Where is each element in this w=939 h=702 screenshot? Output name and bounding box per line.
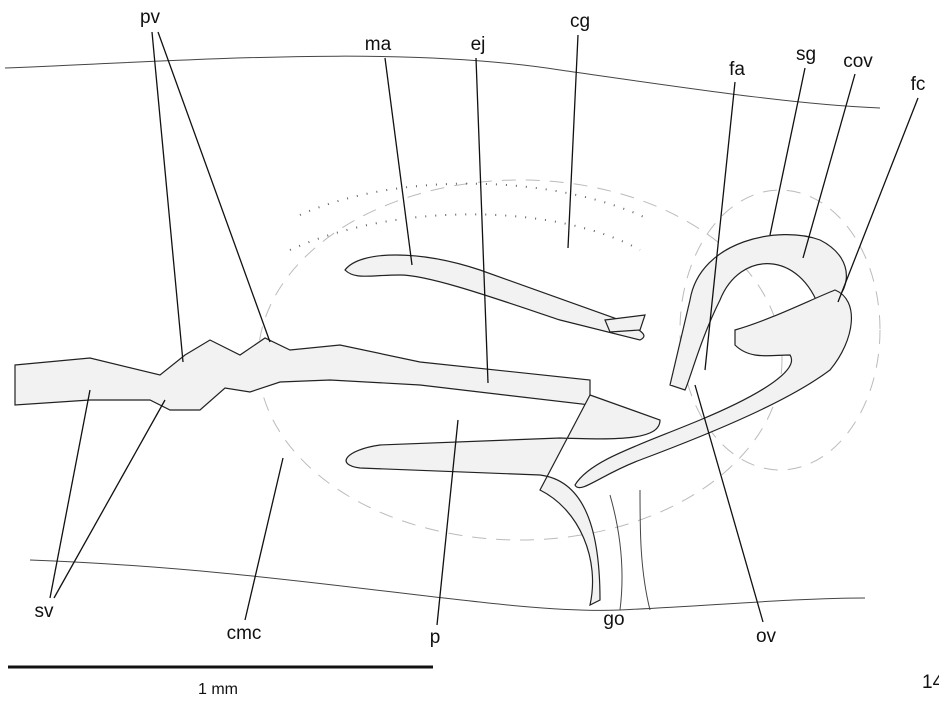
label: p (430, 627, 441, 648)
label: cg (570, 11, 590, 32)
label: ma (365, 34, 392, 55)
body-wall (5, 56, 880, 108)
scale-label: 1 mm (198, 681, 238, 698)
label: fc (911, 74, 926, 95)
gland-cells (290, 214, 640, 250)
label: ov (756, 626, 777, 647)
label: sg (796, 44, 816, 65)
seminal-vesicle (15, 338, 590, 410)
gonopore-canal (610, 495, 622, 610)
label: cmc (227, 623, 262, 644)
label: fa (729, 59, 745, 80)
label: go (603, 609, 624, 630)
figure-number: 14 (922, 672, 939, 693)
gland-cells (300, 184, 650, 220)
label: pv (140, 7, 161, 28)
body-wall (30, 560, 865, 610)
anatomy-figure: pv ma ej cg fa sg cov fc sv cmc p go ov … (0, 0, 939, 702)
penis-papilla (346, 395, 660, 605)
label: sv (35, 601, 55, 622)
gonopore-canal (640, 490, 650, 610)
label: cov (843, 51, 873, 72)
male-atrium (345, 255, 644, 340)
label: ej (471, 34, 486, 55)
